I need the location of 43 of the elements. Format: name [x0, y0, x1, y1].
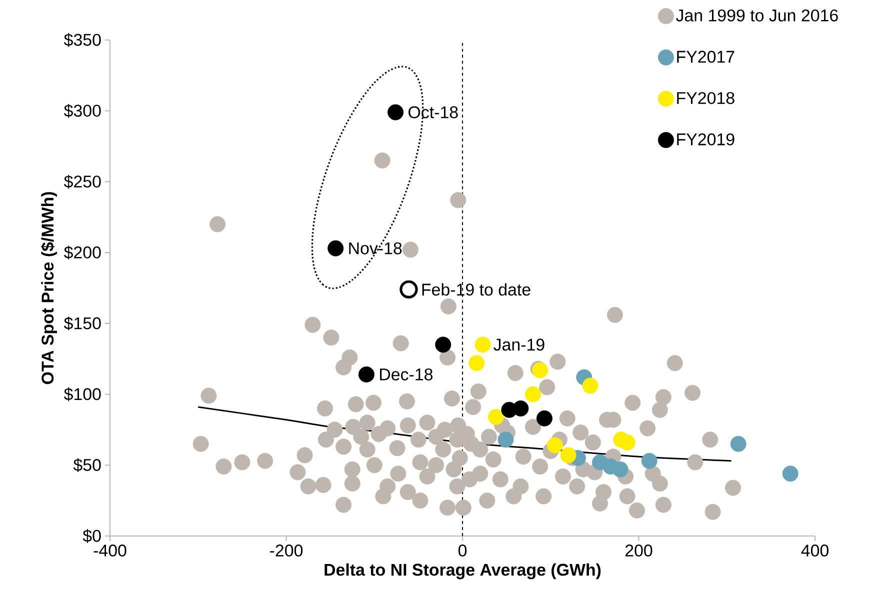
point [400, 280, 418, 299]
y-tick-label: $0 [82, 529, 101, 543]
y-tick-label: $350 [64, 33, 101, 47]
y-axis-title: OTA Spot Price ($/MWh) [40, 192, 57, 384]
x-tick-label: -200 [270, 544, 303, 557]
y-tick-label: $150 [64, 316, 101, 330]
annotation: Oct-18 [408, 106, 458, 118]
point [498, 432, 514, 448]
y-tick-label: $250 [64, 174, 101, 189]
point [388, 104, 404, 120]
annotation: Feb-19 to date [422, 283, 530, 296]
point [358, 366, 374, 382]
y-tick-label: $200 [64, 246, 101, 260]
point [730, 436, 746, 452]
line-series [197, 406, 732, 462]
x-axis-title: Delta to NI Storage Average (GWh) [324, 563, 601, 580]
x-tick-label: 0 [458, 544, 467, 557]
annotation: Nov-18 [349, 242, 402, 254]
x-tick-label: -400 [94, 544, 126, 557]
point [468, 355, 485, 372]
legend-label: Jan 1999 to Jun 2016 [676, 9, 838, 22]
point [525, 386, 542, 402]
legend-label: FY2019 [677, 133, 734, 146]
point [536, 410, 552, 426]
point [782, 466, 798, 482]
point [619, 434, 636, 450]
x-tick-label: 400 [801, 544, 828, 557]
x-tick-label: 200 [625, 544, 652, 557]
point [435, 336, 452, 353]
y-tick-label: $100 [64, 387, 101, 402]
annotation: Dec-18 [380, 368, 433, 380]
y-tick-label: $50 [73, 458, 101, 472]
point [582, 378, 598, 394]
legend-label: FY2017 [677, 50, 734, 63]
annotation: Jan-19 [494, 338, 544, 351]
point [560, 447, 576, 464]
point [488, 408, 504, 425]
point [641, 452, 658, 469]
y-tick-label: $300 [64, 104, 101, 118]
legend-label: FY2018 [677, 92, 734, 104]
point [474, 336, 491, 353]
point [328, 240, 344, 256]
point [512, 400, 529, 416]
